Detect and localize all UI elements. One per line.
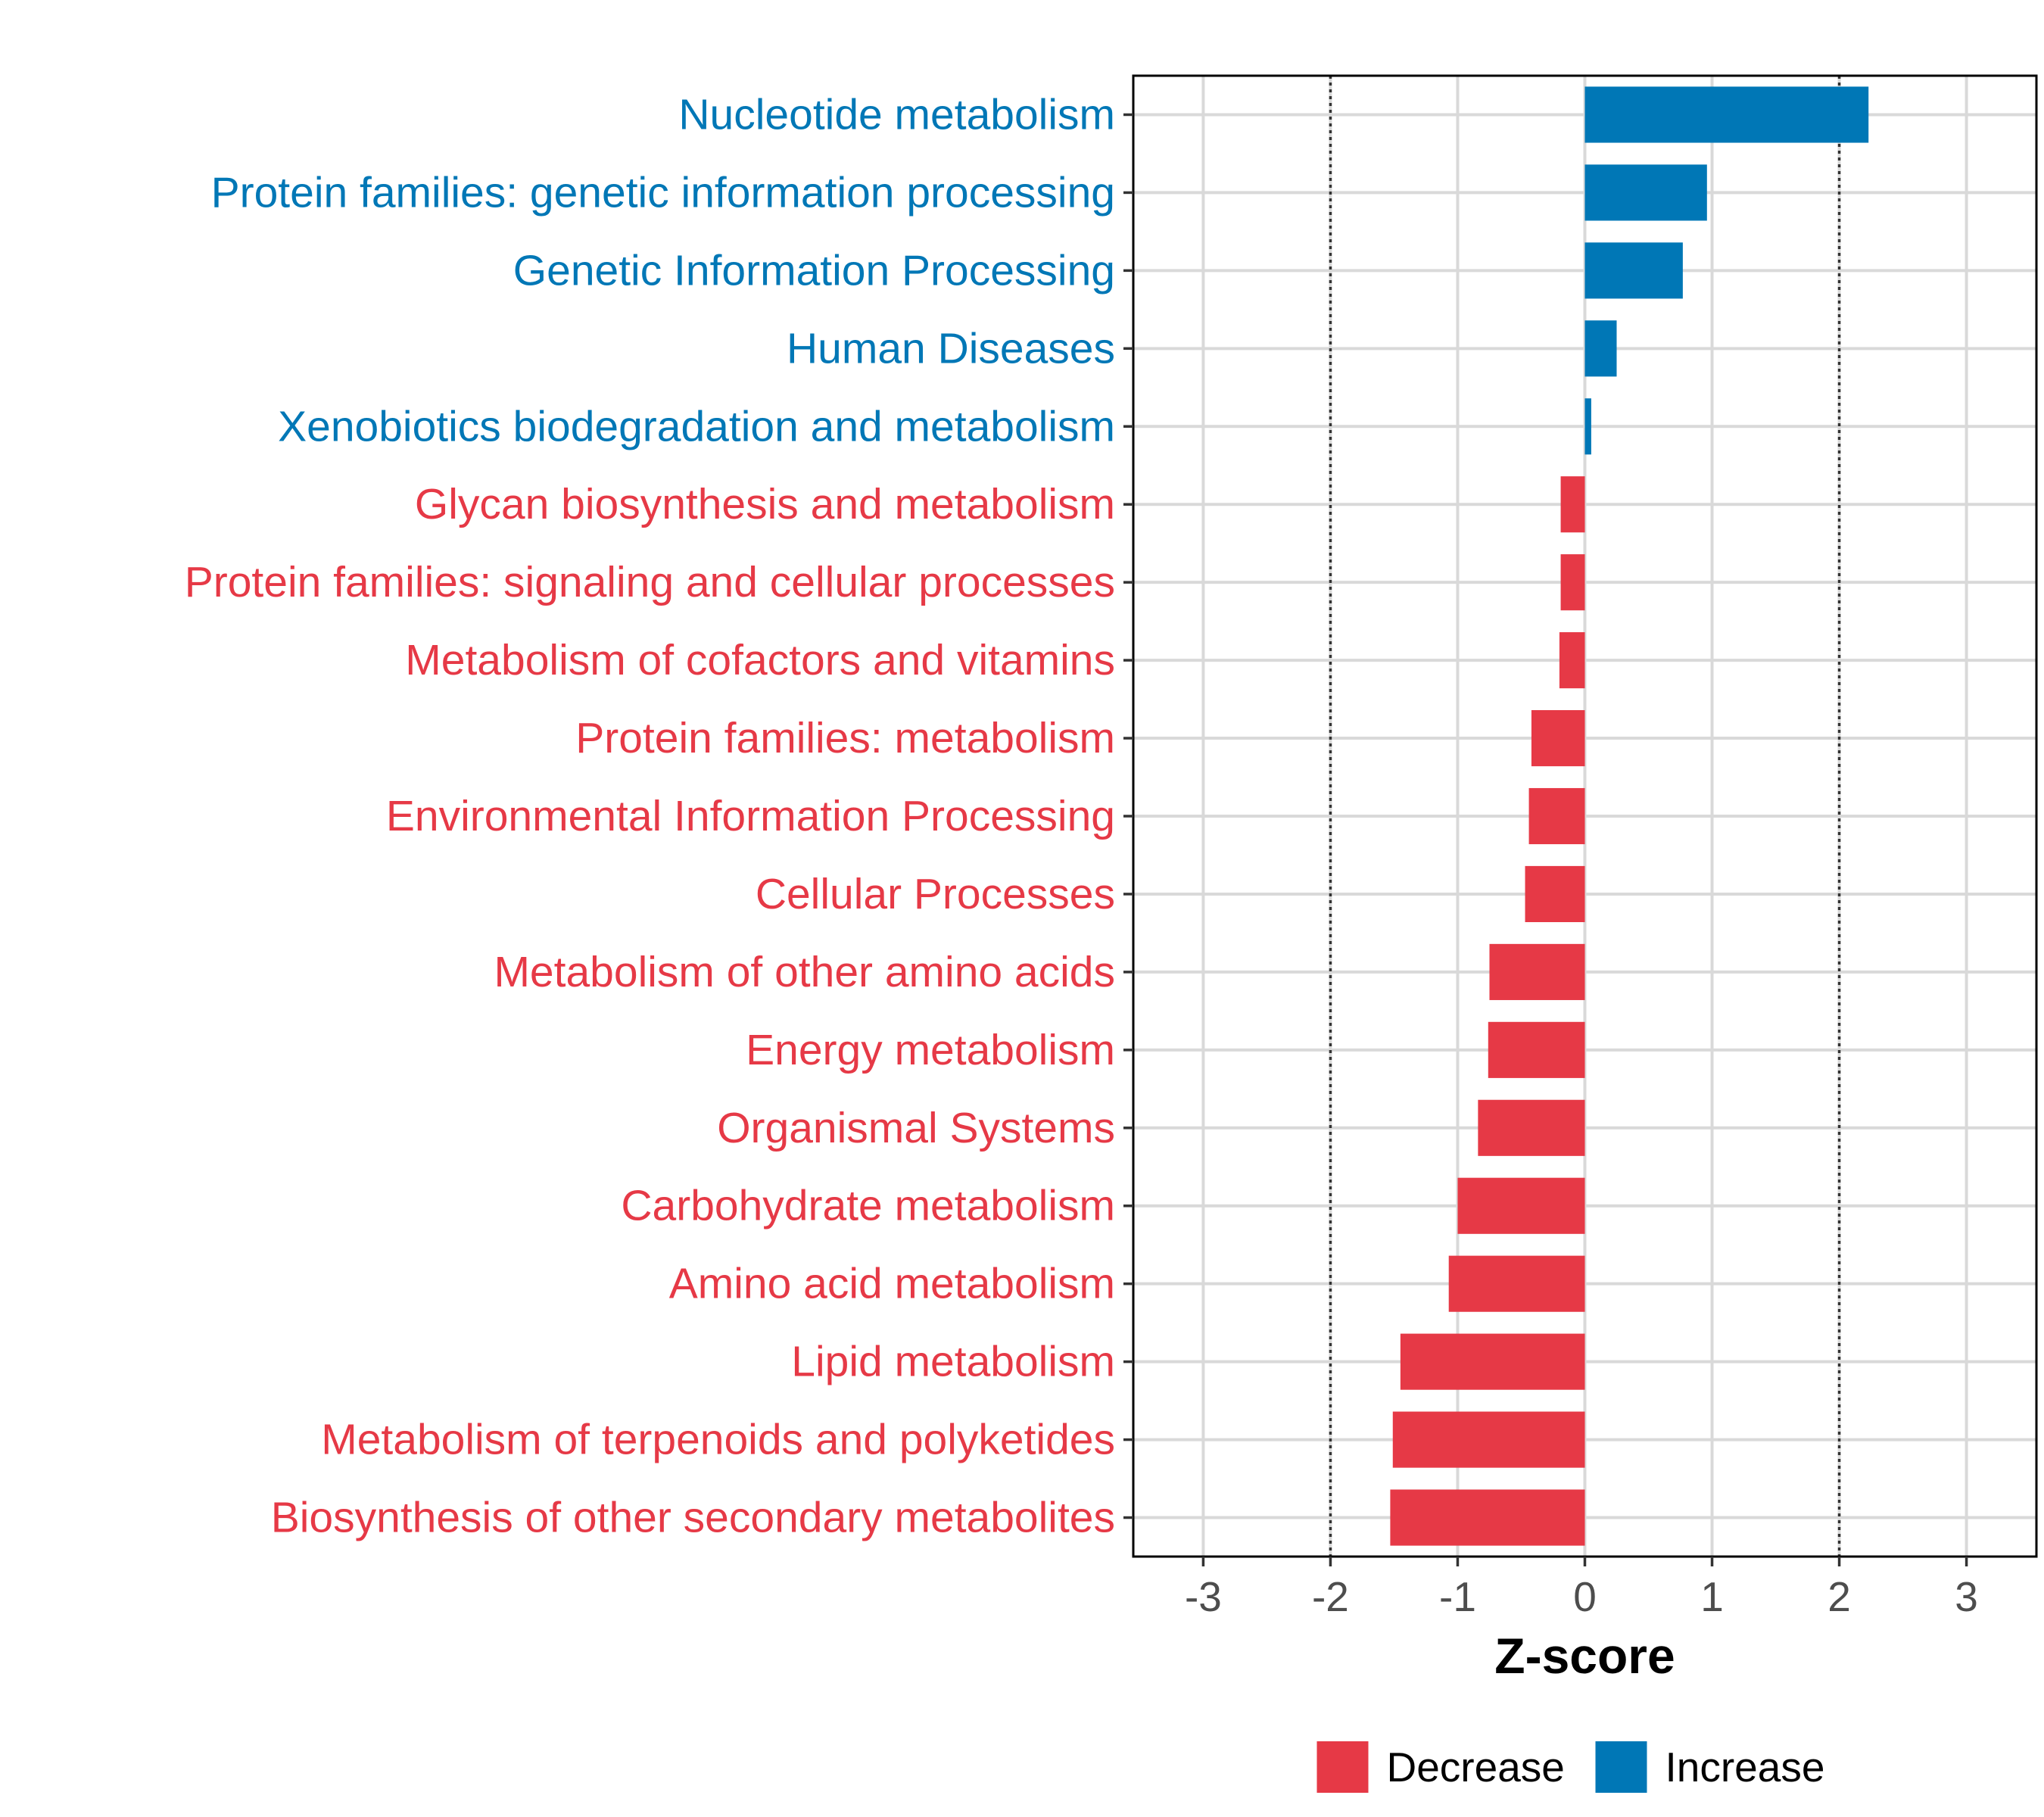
category-label: Xenobiotics biodegradation and metabolis… (278, 402, 1115, 450)
y-axis-labels: Nucleotide metabolism Protein families: g… (185, 90, 1115, 1541)
bar (1584, 320, 1617, 377)
bar (1584, 242, 1683, 299)
category-label: Biosynthesis of other secondary metaboli… (271, 1494, 1115, 1542)
x-axis-ticks (1201, 1557, 1968, 1566)
category-label: Organismal Systems (717, 1104, 1115, 1152)
bar (1448, 1255, 1585, 1312)
category-label: Cellular Processes (756, 870, 1115, 918)
category-label: Energy metabolism (746, 1026, 1115, 1074)
category-label: Lipid metabolism (791, 1338, 1115, 1386)
legend-key-increase (1595, 1741, 1647, 1793)
bar (1457, 1177, 1585, 1234)
bar (1478, 1099, 1585, 1156)
bar (1584, 164, 1707, 221)
category-label: Glycan biosynthesis and metabolism (415, 480, 1115, 528)
bar (1390, 1489, 1585, 1546)
category-label: Metabolism of cofactors and vitamins (405, 636, 1115, 684)
legend-label-decrease: Decrease (1387, 1744, 1565, 1791)
category-label: Metabolism of terpenoids and polyketides (321, 1416, 1115, 1464)
bar (1525, 865, 1585, 923)
x-tick-label: -2 (1312, 1573, 1349, 1620)
legend: Decrease Increase (1316, 1741, 1825, 1793)
category-label: Protein families: signaling and cellular… (185, 558, 1115, 606)
x-axis-labels: -3 -2 -1 0 1 2 3 (1185, 1573, 1978, 1620)
category-label: Protein families: genetic information pr… (211, 168, 1115, 217)
category-label: Amino acid metabolism (669, 1260, 1115, 1308)
bar (1584, 86, 1869, 143)
bar (1400, 1333, 1585, 1390)
category-label: Metabolism of other amino acids (494, 948, 1115, 996)
bar (1489, 943, 1585, 1000)
y-axis-ticks (1123, 113, 1133, 1519)
bar (1528, 787, 1585, 845)
category-label: Protein families: metabolism (575, 714, 1115, 762)
legend-key-decrease (1316, 1741, 1369, 1793)
category-label: Genetic Information Processing (513, 246, 1115, 295)
bar (1560, 554, 1585, 611)
bar (1584, 398, 1591, 455)
x-tick-label: -3 (1185, 1573, 1222, 1620)
x-tick-label: 3 (1955, 1573, 1978, 1620)
bar (1392, 1411, 1585, 1468)
bar (1488, 1021, 1585, 1078)
x-axis-title: Z-score (1494, 1628, 1675, 1684)
x-tick-label: 0 (1573, 1573, 1597, 1620)
bars (1390, 86, 1869, 1546)
x-tick-label: 2 (1827, 1573, 1851, 1620)
bar (1559, 632, 1585, 689)
x-tick-label: -1 (1439, 1573, 1476, 1620)
bar (1560, 476, 1585, 533)
category-label: Carbohydrate metabolism (621, 1182, 1115, 1230)
category-label: Environmental Information Processing (386, 792, 1115, 840)
bar (1531, 709, 1585, 767)
category-label: Human Diseases (787, 324, 1115, 372)
reference-lines (1329, 76, 1841, 1557)
legend-label-increase: Increase (1665, 1744, 1825, 1791)
x-tick-label: 1 (1700, 1573, 1724, 1620)
category-label: Nucleotide metabolism (678, 90, 1115, 139)
